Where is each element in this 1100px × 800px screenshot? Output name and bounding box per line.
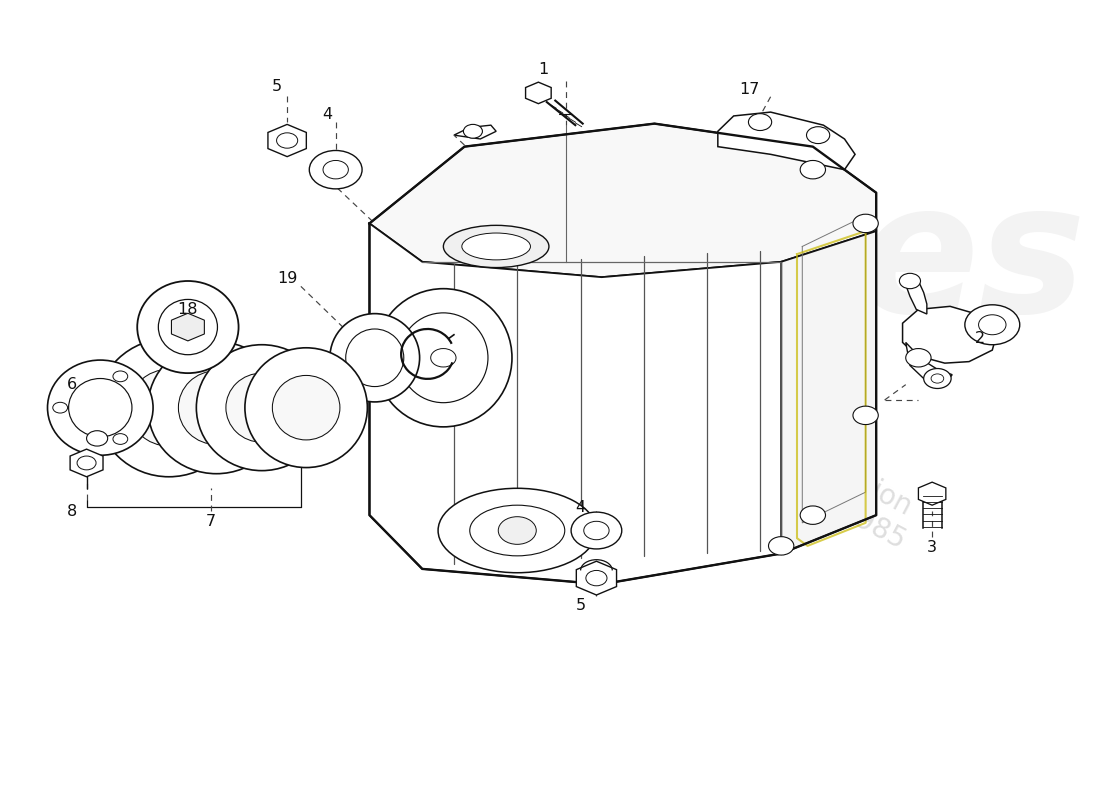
Ellipse shape	[345, 329, 404, 386]
Circle shape	[852, 406, 878, 425]
Circle shape	[113, 371, 128, 382]
Text: 5: 5	[575, 598, 585, 614]
Text: 1: 1	[539, 62, 549, 78]
Ellipse shape	[245, 348, 367, 467]
Text: 5: 5	[272, 79, 282, 94]
Ellipse shape	[196, 345, 327, 470]
Circle shape	[806, 126, 829, 143]
Ellipse shape	[138, 281, 239, 373]
Text: 8: 8	[67, 504, 77, 519]
Text: 7: 7	[206, 514, 217, 529]
Polygon shape	[70, 449, 103, 477]
Ellipse shape	[97, 338, 241, 477]
Circle shape	[431, 349, 456, 367]
Polygon shape	[72, 429, 118, 447]
Circle shape	[748, 114, 772, 130]
Ellipse shape	[470, 505, 564, 556]
Polygon shape	[454, 125, 496, 139]
Circle shape	[77, 456, 96, 470]
Circle shape	[852, 214, 878, 233]
Text: es: es	[856, 174, 1086, 350]
Circle shape	[905, 349, 931, 367]
Ellipse shape	[399, 313, 488, 402]
Ellipse shape	[178, 371, 254, 445]
Ellipse shape	[129, 370, 209, 446]
Ellipse shape	[584, 522, 609, 540]
Polygon shape	[370, 223, 781, 584]
Circle shape	[463, 124, 483, 138]
Ellipse shape	[309, 150, 362, 189]
Ellipse shape	[443, 226, 549, 267]
Ellipse shape	[438, 488, 596, 573]
Circle shape	[87, 430, 108, 446]
Ellipse shape	[226, 373, 298, 442]
Text: 6: 6	[67, 377, 77, 392]
Circle shape	[769, 537, 794, 555]
Polygon shape	[918, 482, 946, 505]
Polygon shape	[905, 277, 927, 314]
Circle shape	[276, 133, 298, 148]
Polygon shape	[268, 124, 306, 157]
Circle shape	[113, 434, 128, 444]
Text: a passion
since 1985: a passion since 1985	[763, 430, 925, 554]
Ellipse shape	[462, 233, 530, 260]
Ellipse shape	[330, 314, 419, 402]
Ellipse shape	[68, 378, 132, 437]
Ellipse shape	[147, 342, 285, 474]
Circle shape	[931, 374, 944, 383]
Text: 18: 18	[178, 302, 198, 317]
Circle shape	[498, 517, 537, 544]
Circle shape	[53, 402, 67, 413]
Text: 4: 4	[322, 107, 332, 122]
Polygon shape	[903, 306, 998, 363]
Ellipse shape	[323, 161, 349, 179]
Polygon shape	[781, 231, 877, 554]
Circle shape	[965, 305, 1020, 345]
Ellipse shape	[47, 360, 153, 455]
Polygon shape	[576, 562, 616, 595]
Circle shape	[800, 506, 825, 524]
Text: 17: 17	[739, 82, 760, 97]
Circle shape	[924, 369, 952, 389]
Polygon shape	[370, 124, 877, 277]
Circle shape	[979, 314, 1006, 334]
Ellipse shape	[158, 299, 218, 354]
Text: 19: 19	[277, 271, 297, 286]
Circle shape	[900, 274, 921, 289]
Text: 2: 2	[975, 331, 984, 346]
Polygon shape	[526, 82, 551, 104]
Ellipse shape	[273, 375, 340, 440]
Ellipse shape	[375, 289, 512, 427]
Polygon shape	[718, 112, 855, 170]
Circle shape	[800, 161, 825, 179]
Polygon shape	[905, 342, 953, 385]
Polygon shape	[172, 314, 205, 341]
Circle shape	[586, 570, 607, 586]
Text: 4: 4	[575, 500, 585, 515]
Ellipse shape	[571, 512, 621, 549]
Text: 3: 3	[927, 540, 937, 555]
